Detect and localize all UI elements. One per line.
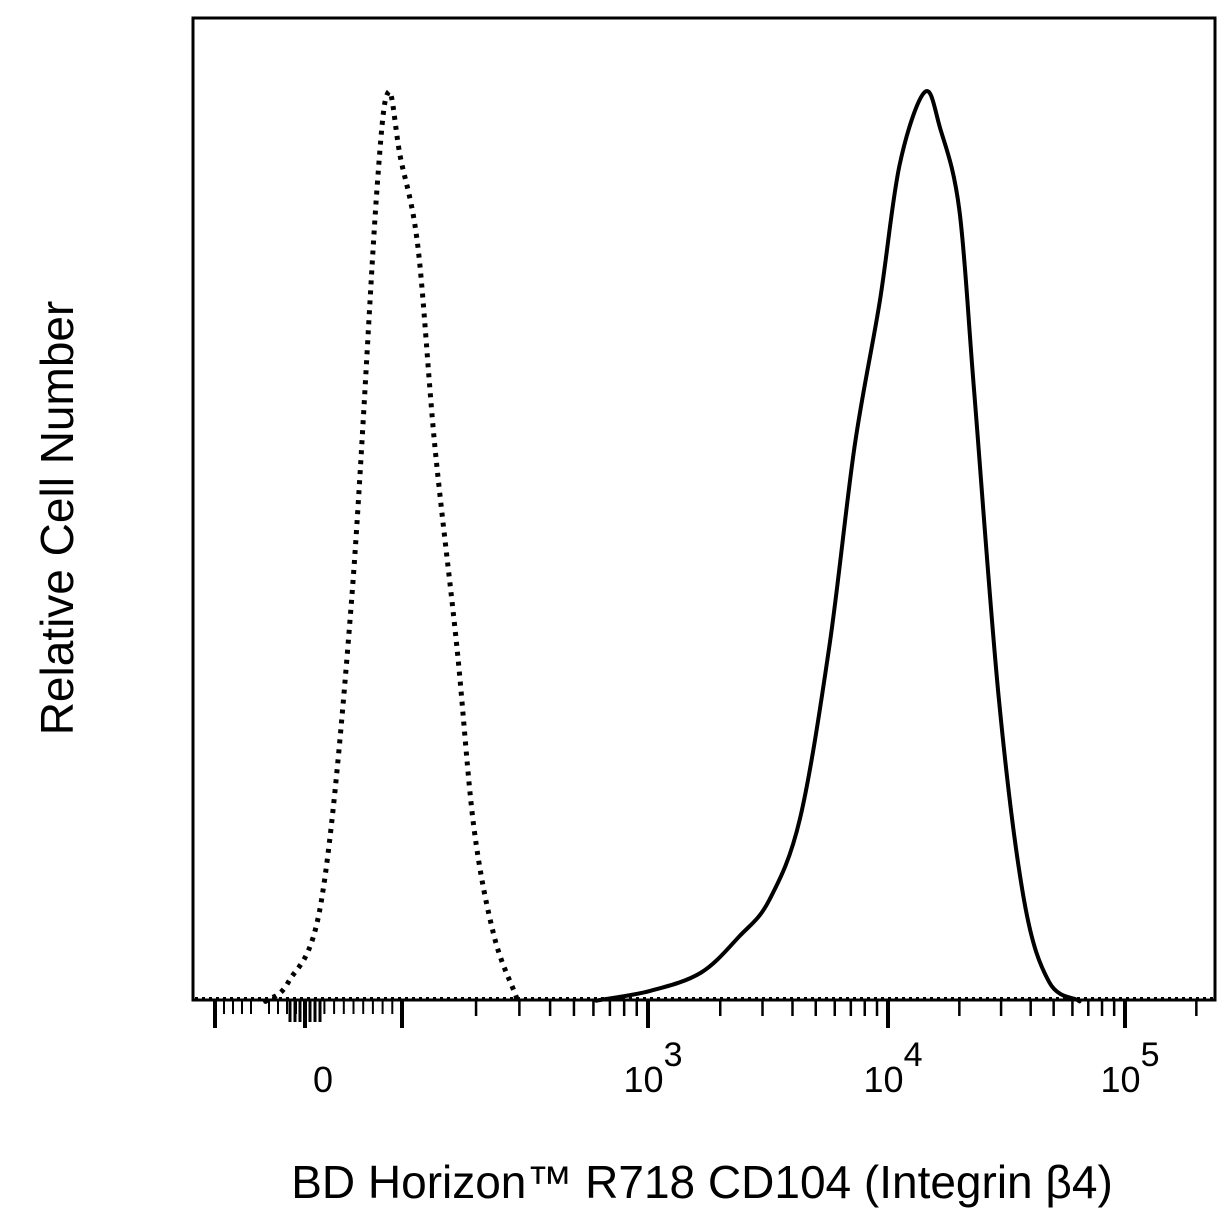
x-axis-ticks: [213, 1000, 1198, 1028]
plot-frame: [191, 16, 1217, 1002]
x-axis-label: BD Horizon™ R718 CD104 (Integrin β4): [291, 1156, 1113, 1208]
stained-histogram: [594, 89, 1082, 1004]
x-tick-label: 105: [1101, 1036, 1160, 1100]
x-tick-label: 104: [864, 1036, 923, 1100]
y-axis-label: Relative Cell Number: [31, 301, 83, 736]
series-group: [195, 89, 1213, 1004]
x-tick-label: 103: [624, 1036, 683, 1100]
x-tick-label: 0: [313, 1059, 333, 1100]
isotype-control-histogram: [263, 89, 520, 1004]
x-tick-labels: 0 103 104 105: [313, 1036, 1160, 1100]
